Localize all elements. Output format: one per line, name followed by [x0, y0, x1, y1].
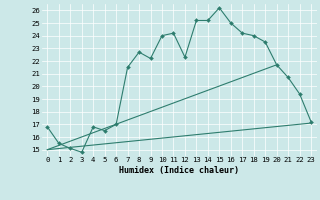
X-axis label: Humidex (Indice chaleur): Humidex (Indice chaleur)	[119, 166, 239, 175]
